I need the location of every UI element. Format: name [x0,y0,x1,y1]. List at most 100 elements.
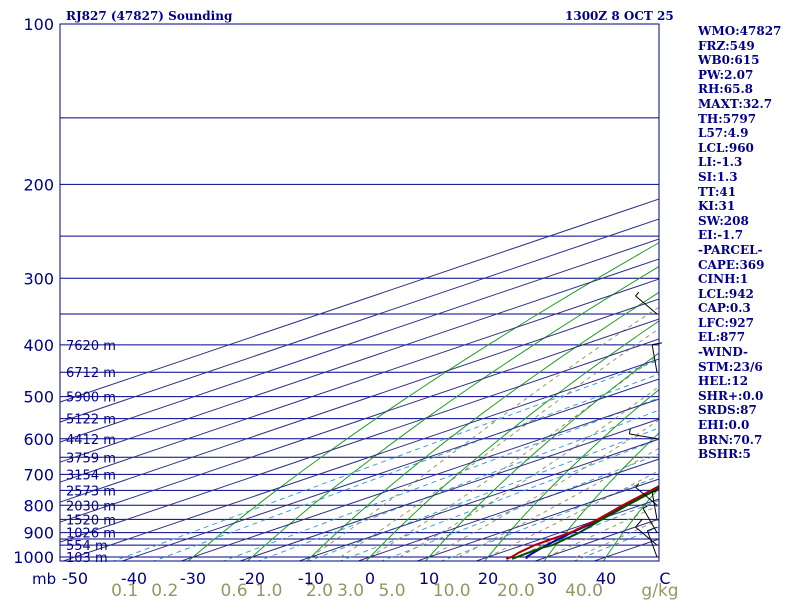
isotherm--10 [297,438,659,561]
height-label: 5900 m [66,391,116,406]
wind-barb-staff [651,344,658,373]
isotherm--40 [120,378,659,561]
index-item: HEL:12 [698,374,749,389]
index-item: BSHR:5 [698,447,751,462]
isotherm--130 [60,198,659,403]
isotherm--30 [179,398,659,561]
temperature-tick-label: -10 [298,569,324,588]
index-item: CAP:0.3 [698,301,751,316]
wind-barb-staff [642,508,658,533]
indices-panel: WMO:47827 FRZ:549 WB0:615 PW:2.07 RH:65.8 MAX… [698,24,781,462]
wind-barb [651,490,658,520]
isotherm--110 [60,238,659,443]
temperature-tick-label: 30 [537,569,557,588]
index-item: CAPE:369 [698,257,765,272]
wind-barb-feather [635,291,640,297]
height-label: 2030 m [66,499,116,514]
pressure-tick-label: 600 [23,430,54,449]
mixing-ratio-label: 40.0 [565,581,603,600]
wind-barb-staff [635,486,658,506]
sounding-traces [505,485,659,560]
pressure-tick-label: 800 [23,496,54,515]
isotherm--120 [60,218,659,423]
mixing-ratio-unit-label: g/kg [641,581,678,600]
isotherm--90 [60,278,659,483]
wind-barb-feather [642,505,648,509]
index-item: EL:877 [698,330,746,345]
isotherm--100 [60,258,659,463]
moist-adiabat--5 [340,328,659,558]
mixing-ratio-label: 10.0 [433,581,471,600]
index-item: WB0:615 [698,53,760,68]
moist-adiabat-35 [576,519,659,558]
mixing-ratio-line-1 [256,409,659,561]
index-item: -PARCEL- [698,242,763,257]
mixing-ratio-label: 0.1 [111,581,138,600]
index-item: SHR+:0.0 [698,388,764,403]
wind-barb-staff [651,491,658,520]
moist-adiabats [310,306,659,558]
temperature-tick-label: -30 [180,569,206,588]
height-label: 7620 m [66,339,116,354]
pressure-tick-label: 300 [23,269,54,288]
moist-adiabat-20 [487,470,659,558]
isotherm--70 [60,318,659,523]
mixing-ratio-line-10 [440,475,659,561]
wind-barb-feather [652,490,658,493]
mixing-ratio-label: 3.0 [337,581,364,600]
wind-barb [635,483,658,506]
wind-barb-staff [646,530,658,558]
mixing-ratio-label: 20.0 [497,581,535,600]
index-item: WMO:47827 [698,24,782,38]
index-item: SW:208 [698,213,749,228]
moist-adiabat-10 [428,419,659,558]
index-item: TT:41 [698,184,737,199]
index-item: LI:-1.3 [698,155,743,170]
height-label: 6712 m [66,366,116,381]
index-item: EI:-1.7 [698,228,744,243]
pressure-tick-label: 500 [23,388,54,407]
wind-barb [635,519,658,546]
index-item: SI:1.3 [698,169,738,184]
mixing-ratio-label: 1.0 [255,581,282,600]
valid-time: 1300Z 8 OCT 25 [565,9,674,23]
mixing-ratio-label: 0.2 [151,581,178,600]
index-item: FRZ:549 [698,38,755,53]
pressure-tick-label: 900 [23,524,54,543]
wind-barb [642,505,658,533]
pressure-tick-label: 100 [23,15,54,34]
index-item: STM:23/6 [698,359,763,374]
plot-area [60,198,659,561]
mixing-ratio-label: 2.0 [306,581,333,600]
moist-adiabat-5 [399,385,659,558]
wind-barb-feather [635,519,643,528]
pressure-tick-label: 1000 [13,548,54,567]
height-label: 3759 m [66,451,116,466]
wind-barb-feather [652,342,663,346]
index-item: CINH:1 [698,272,749,287]
mixing-ratio-line-3 [338,438,659,561]
pressure-tick-label: 400 [23,336,54,355]
pressure-tick-label: 200 [23,175,54,194]
index-item: PW:2.07 [698,67,754,82]
dry-adiabat-0 [365,320,659,561]
index-item: TH:5797 [698,111,757,126]
temperature-trace [525,487,659,560]
wind-barb-feather [635,483,640,488]
mixing-ratio-line-5 [380,453,659,561]
temperature-tick-label: C [659,569,670,588]
height-label: 1520 m [66,513,116,528]
dry-adiabat--10 [306,291,659,561]
moist-adiabat-0 [369,354,659,558]
wind-barbs [628,291,663,558]
wind-barb [651,342,663,373]
station-title: RJ827 (47827) Sounding [66,9,233,23]
moist-adiabat--10 [310,306,659,558]
temperature-tick-label: -40 [121,569,147,588]
mixing-ratio-line-0.6 [222,397,659,561]
pressure-unit-label: mb [32,570,56,588]
temperature-tick-label: 20 [478,569,498,588]
isotherm--50 [61,358,659,561]
